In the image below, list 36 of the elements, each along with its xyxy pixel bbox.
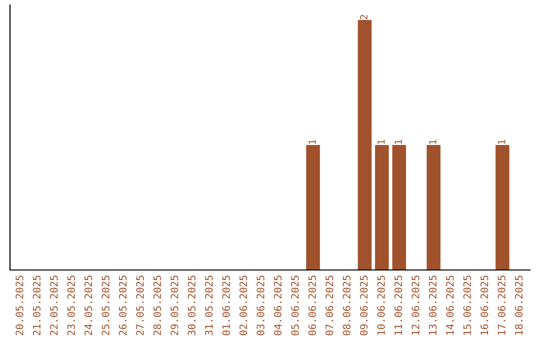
data-label: 1 [429, 140, 436, 144]
x-tick-label: 08.06.2025 [342, 276, 350, 336]
x-tick-label: 30.05.2025 [188, 276, 196, 336]
x-tick-label: 23.05.2025 [67, 276, 75, 336]
x-tick-label: 16.06.2025 [480, 276, 488, 335]
x-tick-label: 01.06.2025 [222, 276, 230, 336]
x-tick-label: 27.05.2025 [136, 276, 144, 336]
x-tick-label: 18.06.2025 [514, 276, 523, 335]
x-tick-label: 12.06.2025 [412, 276, 420, 335]
x-tick-label: 03.06.2025 [256, 276, 264, 336]
data-label: 1 [378, 140, 385, 144]
data-label: 2 [360, 14, 368, 20]
x-tick-label: 28.05.2025 [153, 276, 162, 336]
x-tick-label: 11.06.2025 [394, 276, 402, 335]
x-tick-label: 02.06.2025 [239, 276, 248, 336]
x-tick-label: 21.05.2025 [32, 276, 41, 336]
x-tick-label: 31.05.2025 [205, 276, 213, 336]
data-label: 1 [498, 140, 506, 144]
x-tick-label: 29.05.2025 [170, 276, 178, 336]
x-tick-label: 20.05.2025 [16, 276, 24, 336]
x-tick-label: 26.05.2025 [118, 276, 127, 336]
x-tick-label: 05.06.2025 [291, 276, 299, 336]
x-tick-label: 14.06.2025 [446, 276, 454, 335]
x-tick-label: 13.06.2025 [428, 276, 437, 335]
data-label: 1 [394, 140, 402, 144]
x-tick-label: 07.06.2025 [326, 276, 334, 336]
x-tick-label: 24.05.2025 [84, 276, 92, 336]
x-tick-label: 17.06.2025 [498, 276, 506, 335]
x-tick-label: 10.06.2025 [377, 276, 385, 335]
x-tick-label: 09.06.2025 [360, 276, 368, 336]
x-tick-label: 04.06.2025 [274, 276, 282, 336]
x-tick-label: 22.05.2025 [50, 276, 58, 336]
data-label: 1 [308, 140, 316, 144]
x-tick-label: 25.05.2025 [102, 276, 110, 336]
x-tick-label: 06.06.2025 [308, 276, 316, 336]
x-tick-label: 15.06.2025 [463, 276, 471, 335]
